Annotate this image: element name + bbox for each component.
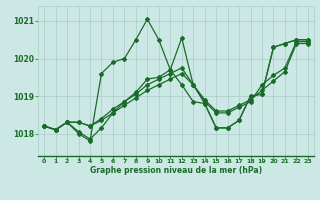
X-axis label: Graphe pression niveau de la mer (hPa): Graphe pression niveau de la mer (hPa)	[90, 166, 262, 175]
